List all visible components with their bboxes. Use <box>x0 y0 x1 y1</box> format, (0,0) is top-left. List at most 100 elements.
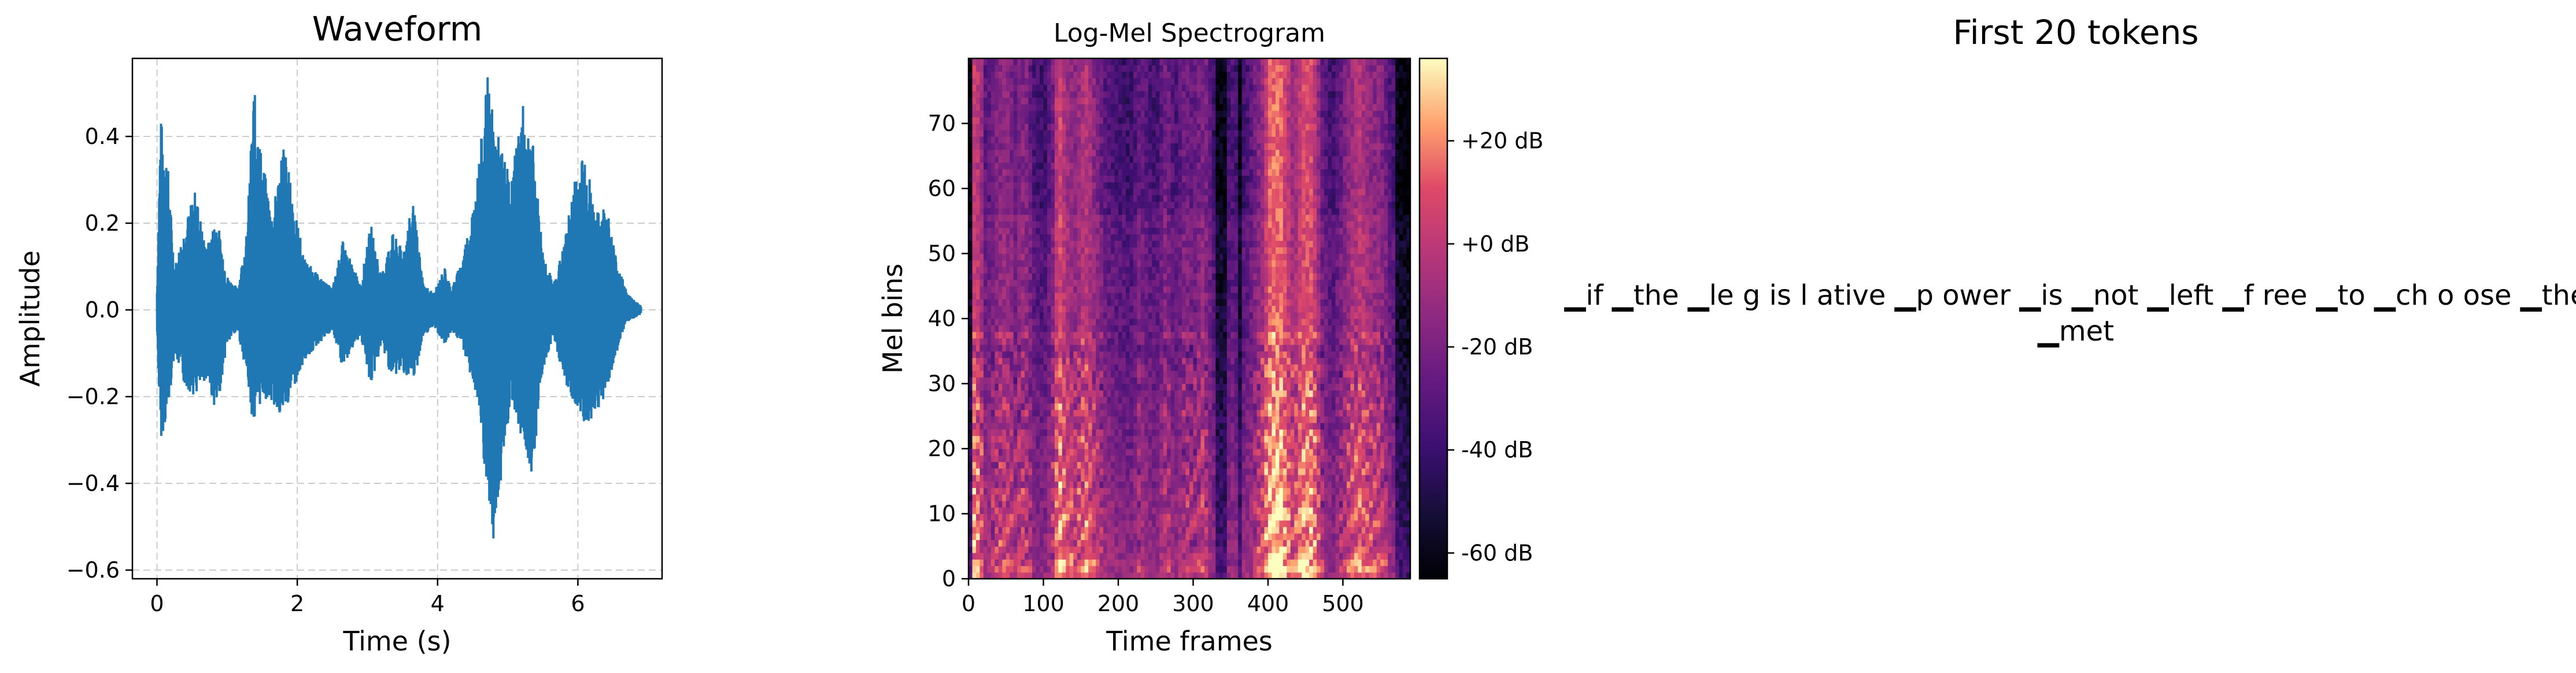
spectrogram-cell <box>1025 305 1029 313</box>
spectrogram-cell <box>972 357 977 365</box>
spectrogram-cell <box>1189 247 1194 254</box>
spectrogram-cell <box>1178 527 1182 534</box>
spectrogram-cell <box>1054 149 1059 157</box>
spectrogram-cell <box>1096 241 1100 247</box>
spectrogram-cell <box>1178 435 1182 443</box>
spectrogram-cell <box>969 475 973 482</box>
spectrogram-cell <box>1058 403 1063 411</box>
spectrogram-cell <box>1036 77 1040 85</box>
spectrogram-cell <box>1025 117 1029 124</box>
spectrogram-cell <box>1013 338 1018 345</box>
spectrogram-cell <box>1092 423 1096 430</box>
spectrogram-cell <box>1152 215 1156 221</box>
spectrogram-cell <box>1006 77 1010 85</box>
spectrogram-cell <box>983 195 988 202</box>
spectrogram-cell <box>1122 559 1126 567</box>
spectrogram-cell <box>983 241 988 247</box>
spectrogram-cell <box>1066 123 1070 131</box>
spectrogram-cell <box>1140 91 1145 98</box>
spectrogram-cell <box>1178 325 1182 332</box>
spectrogram-cell <box>1144 572 1149 579</box>
spectrogram-cell <box>1178 103 1182 111</box>
spectrogram-cell <box>1155 241 1160 247</box>
spectrogram-cell <box>1185 390 1190 397</box>
spectrogram-cell <box>1196 110 1202 117</box>
spectrogram-cell <box>975 267 981 273</box>
spectrogram-cell <box>972 559 977 567</box>
spectrogram-cell <box>1182 247 1187 254</box>
spectrogram-cell <box>1047 71 1052 79</box>
spectrogram-cell <box>1013 156 1018 163</box>
spectrogram-cell <box>1114 390 1119 397</box>
spectrogram-cell <box>1163 123 1167 131</box>
spectrogram-cell <box>1047 312 1052 319</box>
spectrogram-cell <box>1193 123 1198 131</box>
spectrogram-cell <box>1021 279 1025 287</box>
spectrogram-cell <box>1096 390 1100 397</box>
spectrogram-cell <box>1032 247 1037 254</box>
spectrogram-cell <box>1043 305 1048 313</box>
spectrogram-cell <box>1069 423 1074 430</box>
spectrogram-cell <box>1099 565 1104 573</box>
spectrogram-cell <box>969 572 973 579</box>
spectrogram-cell <box>1107 409 1111 417</box>
spectrogram-cell <box>1182 123 1187 131</box>
spectrogram-cell <box>1028 409 1033 417</box>
spectrogram-cell <box>1148 286 1152 293</box>
spectrogram-cell <box>975 501 981 508</box>
spectrogram-cell <box>1096 461 1100 469</box>
spectrogram-cell <box>1196 475 1202 482</box>
spectrogram-cell <box>1178 241 1182 247</box>
spectrogram-cell <box>1077 103 1081 111</box>
spectrogram-cell <box>1010 390 1014 397</box>
spectrogram-cell <box>980 513 984 521</box>
spectrogram-cell <box>995 383 999 391</box>
spectrogram-cell <box>1155 175 1160 183</box>
spectrogram-cell <box>1185 273 1190 280</box>
spectrogram-cell <box>1073 559 1078 567</box>
spectrogram-cell <box>998 461 1003 469</box>
spectrogram-cell <box>983 416 988 423</box>
spectrogram-cell <box>983 449 988 456</box>
spectrogram-cell <box>975 260 981 267</box>
spectrogram-cell <box>972 461 977 469</box>
spectrogram-cell <box>1178 247 1182 254</box>
spectrogram-cell <box>1077 565 1081 573</box>
spectrogram-cell <box>1032 403 1037 411</box>
spectrogram-cell <box>1189 267 1194 273</box>
spectrogram-cell <box>1066 175 1070 183</box>
spectrogram-cell <box>1189 481 1194 489</box>
spectrogram-cell <box>1043 91 1048 98</box>
spectrogram-cell <box>1148 247 1152 254</box>
spectrogram-cell <box>995 416 999 423</box>
spectrogram-cell <box>1069 175 1074 183</box>
spectrogram-cell <box>1170 201 1175 209</box>
spectrogram-cell <box>995 449 999 456</box>
spectrogram-cell <box>1144 143 1149 150</box>
spectrogram-cell <box>991 253 995 261</box>
spectrogram-cell <box>1066 65 1070 72</box>
spectrogram-cell <box>1047 377 1052 384</box>
spectrogram-cell <box>1032 110 1037 117</box>
spectrogram-cell <box>1051 390 1055 397</box>
spectrogram-cell <box>1066 423 1070 430</box>
spectrogram-cell <box>1152 149 1156 157</box>
spectrogram-cell <box>1144 215 1149 221</box>
spectrogram-cell <box>975 435 981 443</box>
spectrogram-cell <box>1066 195 1070 202</box>
spectrogram-cell <box>1096 475 1100 482</box>
spectrogram-cell <box>1125 169 1130 176</box>
spectrogram-cell <box>1122 182 1126 189</box>
spectrogram-cell <box>1002 475 1007 482</box>
spectrogram-cell <box>1137 319 1141 326</box>
spectrogram-cell <box>980 253 984 261</box>
spectrogram-cell <box>1193 241 1198 247</box>
spectrogram-cell <box>1122 273 1126 280</box>
spectrogram-cell <box>1178 429 1182 437</box>
spectrogram-cell <box>1013 58 1018 65</box>
spectrogram-cell <box>1103 416 1108 423</box>
spectrogram-cell <box>1006 221 1010 228</box>
spectrogram-cell <box>969 84 973 91</box>
spectrogram-cell <box>969 103 973 111</box>
spectrogram-cell <box>1122 397 1126 404</box>
